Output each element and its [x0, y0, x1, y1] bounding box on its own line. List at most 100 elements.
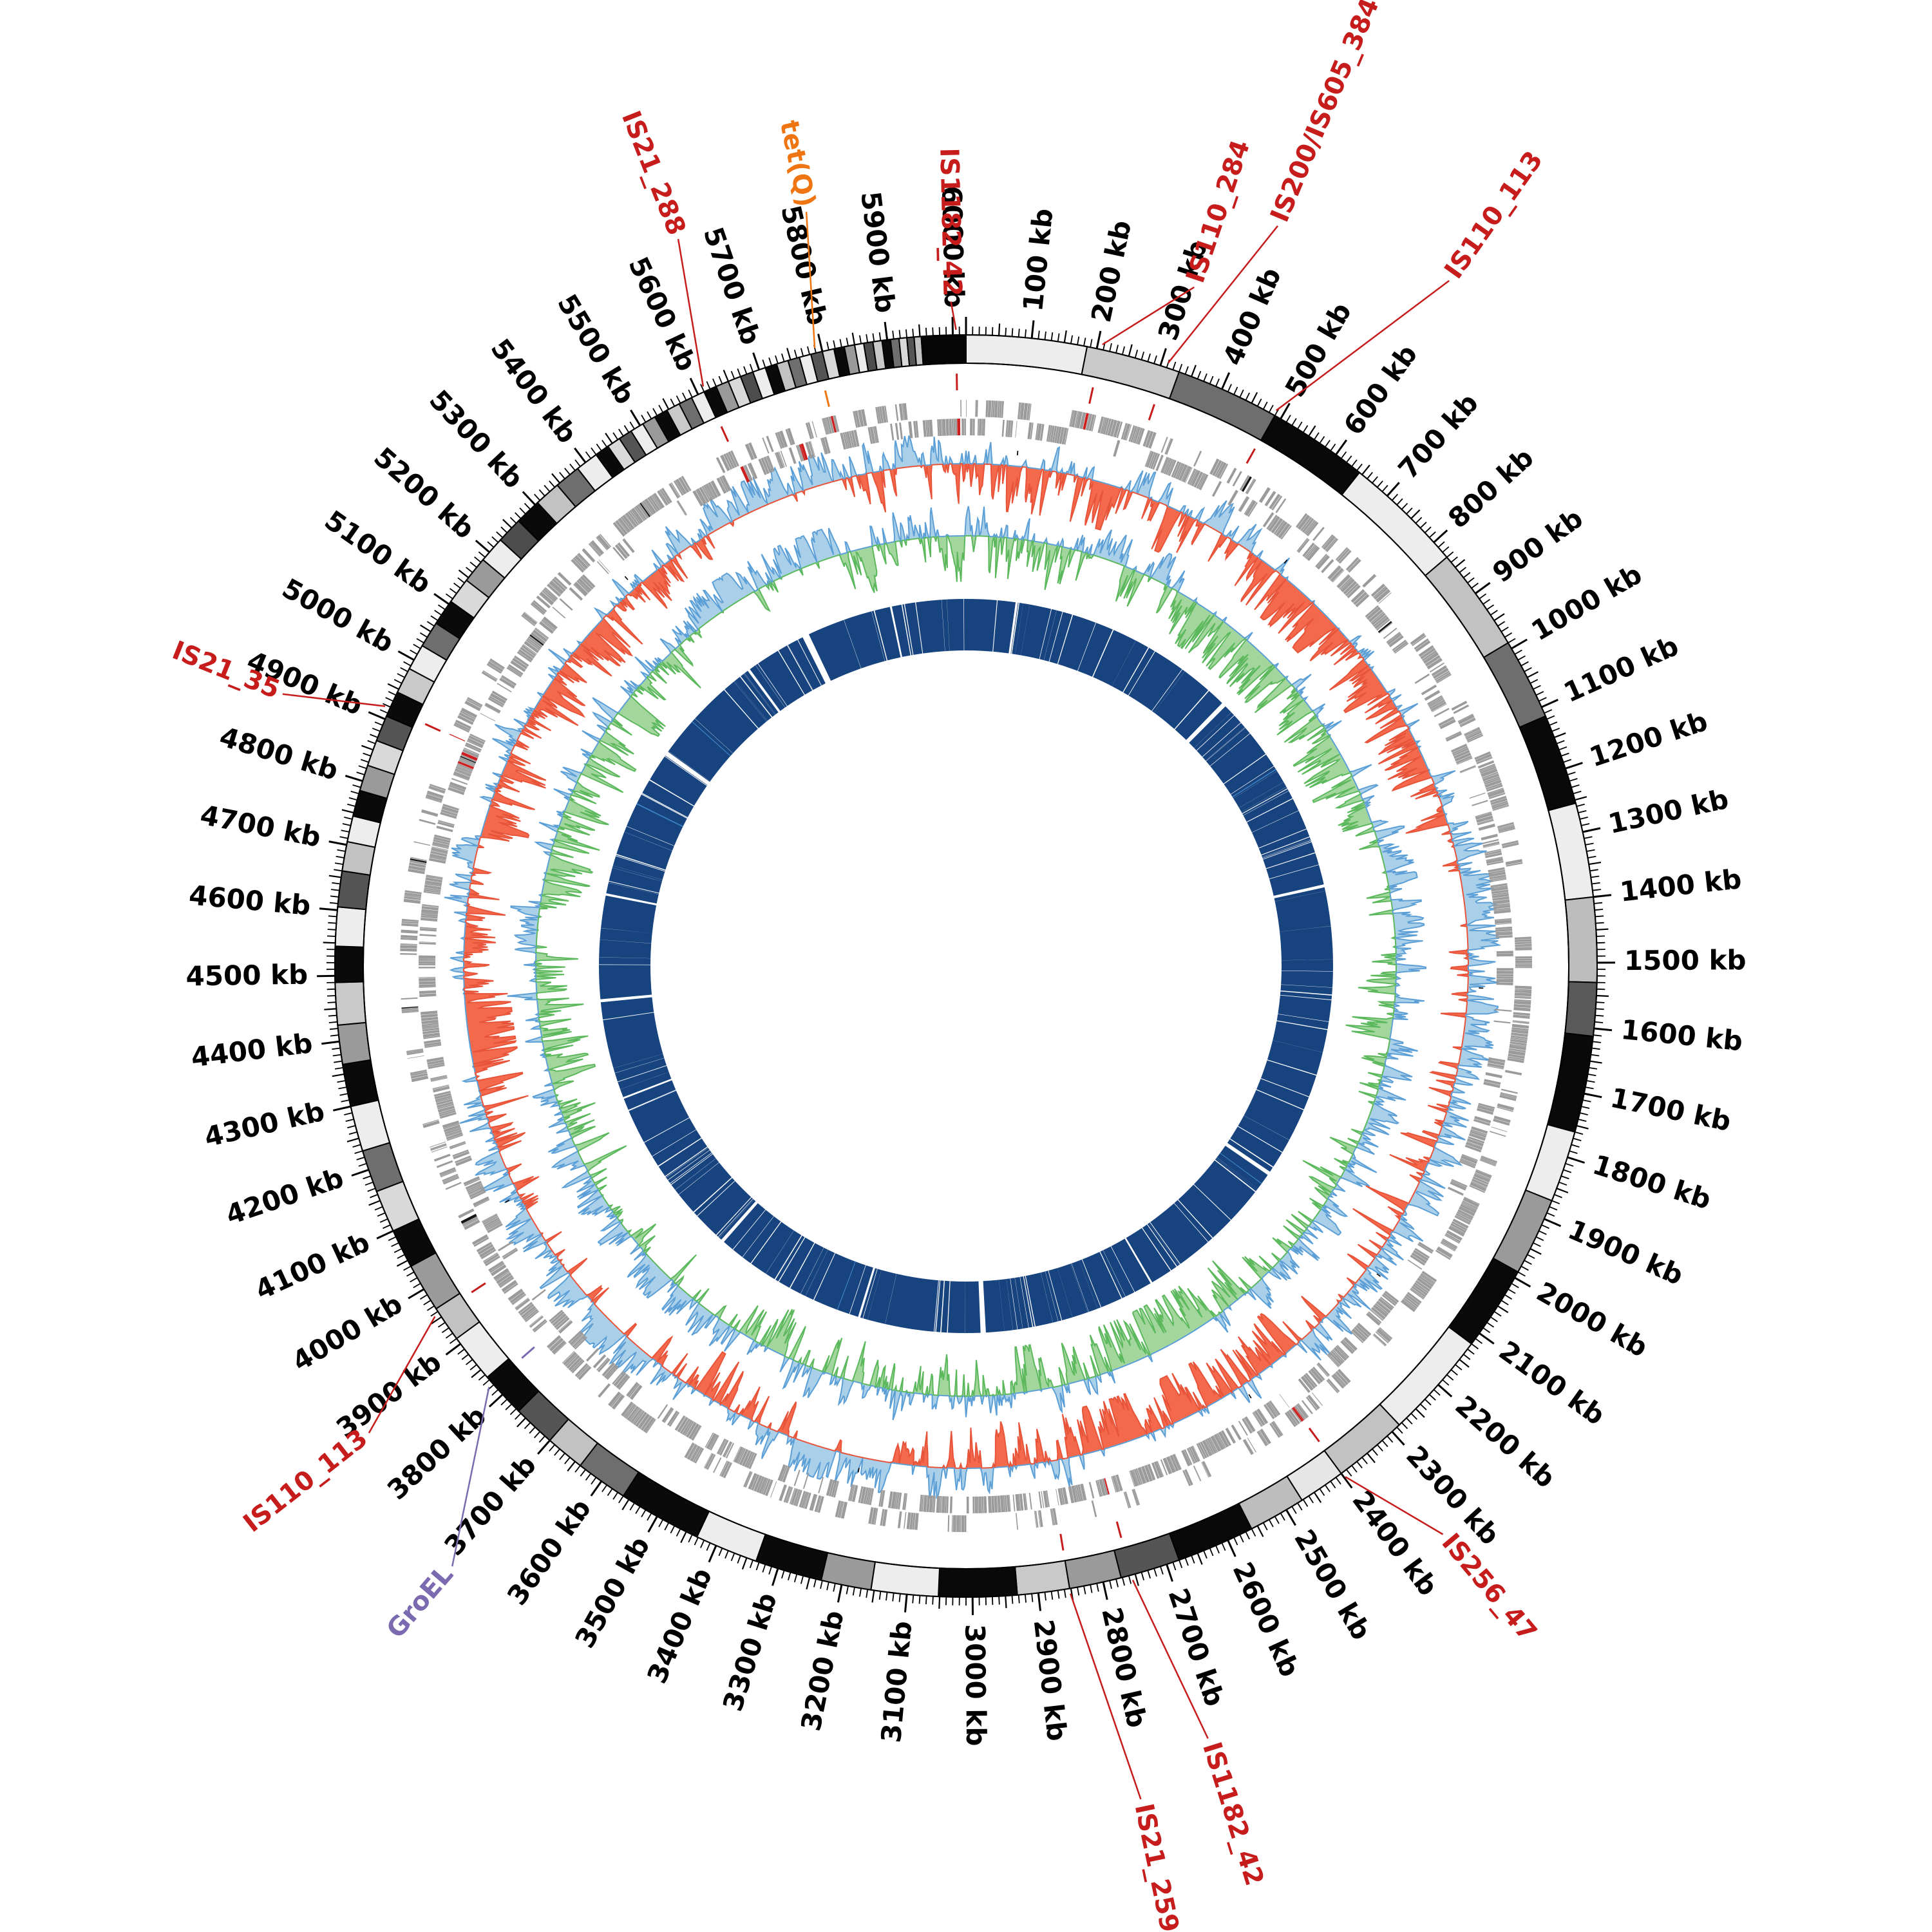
- tick-label: 1200 kb: [1586, 705, 1711, 773]
- annotation-label: IS1182_42: [1197, 1739, 1269, 1889]
- tick-label: 5800 kb: [775, 202, 833, 328]
- tick-label: 2100 kb: [1493, 1334, 1611, 1431]
- contig-segment: [1448, 1257, 1519, 1345]
- annotation-position-mark: [1148, 404, 1155, 421]
- tick-label: 1300 kb: [1605, 783, 1732, 840]
- annotation-label: IS21_35: [168, 636, 284, 705]
- contig-segment: [920, 334, 967, 366]
- scale-ticks: [317, 317, 1616, 1615]
- annotation-leader-line: [950, 301, 957, 330]
- contig-segment: [755, 1533, 829, 1582]
- annotation-leader-line: [1168, 225, 1278, 364]
- contig-segment: [938, 1566, 1018, 1598]
- tick-label: 1400 kb: [1618, 863, 1743, 908]
- tick-label: 4000 kb: [287, 1288, 408, 1378]
- tick-label: 400 kb: [1217, 263, 1287, 370]
- annotation-position-mark: [720, 426, 730, 442]
- tick-label: 5100 kb: [319, 504, 437, 600]
- tick-label: 4700 kb: [198, 799, 323, 853]
- annotation-position-mark: [824, 390, 830, 407]
- cds-track: [400, 400, 1533, 1532]
- tick-label: 5900 kb: [855, 190, 901, 315]
- tick-label: 1000 kb: [1526, 558, 1647, 647]
- gc-content-track: [444, 435, 1502, 1499]
- contig-segment: [334, 906, 367, 948]
- tick-label: 3200 kb: [795, 1608, 849, 1734]
- tick-label: 4200 kb: [222, 1162, 347, 1231]
- contig-segment: [965, 334, 1088, 375]
- contig-segment: [337, 870, 371, 911]
- contig-segment: [820, 1551, 876, 1591]
- tick-label: 3700 kb: [438, 1449, 542, 1562]
- contig-segment: [1564, 981, 1598, 1037]
- tick-label: 2500 kb: [1288, 1524, 1377, 1645]
- tick-label: 4400 kb: [189, 1027, 314, 1073]
- tick-label: 2400 kb: [1346, 1484, 1444, 1601]
- annotation-label: IS200/IS605_384: [1265, 0, 1385, 227]
- contig-segment: [334, 945, 365, 983]
- annotation-position-mark: [521, 1346, 535, 1359]
- gc-skew-track: [507, 506, 1426, 1421]
- tick-label: 5300 kb: [423, 384, 529, 495]
- tick-label: 3300 kb: [717, 1589, 783, 1715]
- tick-label: 800 kb: [1442, 442, 1540, 535]
- annotation-position-mark: [1245, 448, 1256, 464]
- minor-ticks: [326, 327, 1606, 1605]
- annotation-position-mark: [1115, 1521, 1122, 1539]
- tick-label: 4300 kb: [202, 1095, 328, 1153]
- annotation-leader-line: [368, 1316, 436, 1434]
- tick-label: 200 kb: [1085, 218, 1137, 325]
- annotation-position-mark: [1088, 387, 1094, 404]
- annotation-leader-line: [805, 211, 816, 348]
- contig-segment: [1519, 715, 1577, 811]
- tick-label: 5400 kb: [484, 333, 583, 450]
- major-ticks: [317, 317, 1616, 1615]
- tick-label: 5500 kb: [551, 289, 641, 410]
- tick-label: 1900 kb: [1564, 1213, 1688, 1291]
- tick-label: 4100 kb: [251, 1226, 375, 1306]
- contig-segment: [1168, 371, 1276, 442]
- tick-label: 6000 kb: [936, 185, 970, 308]
- annotation-position-mark: [1059, 1533, 1065, 1551]
- tick-label: 1700 kb: [1608, 1082, 1734, 1137]
- tick-label: 4800 kb: [216, 721, 342, 786]
- tick-label: 3400 kb: [641, 1564, 718, 1688]
- tick-label: 4500 kb: [185, 959, 308, 992]
- alignment-ring-track: [596, 596, 1336, 1336]
- tick-label: 5700 kb: [697, 223, 767, 348]
- contig-segment: [1323, 1403, 1401, 1475]
- annotation-label: IS21_259: [1129, 1801, 1185, 1932]
- annotation-leader-line: [1132, 1579, 1209, 1739]
- tick-label: 2000 kb: [1531, 1276, 1653, 1363]
- tick-label: 5200 kb: [368, 441, 480, 545]
- tick-label: 3000 kb: [959, 1624, 992, 1747]
- contig-segment: [1064, 1549, 1122, 1589]
- tick-label: 1100 kb: [1559, 630, 1683, 708]
- feature-annotations: IS1182_42 IS110_284 IS200/IS605_384 IS110_1…: [168, 0, 1549, 1932]
- tick-label: 700 kb: [1392, 387, 1485, 485]
- annotation-position-mark: [424, 723, 441, 732]
- tick-label: 1600 kb: [1620, 1014, 1744, 1057]
- tick-label: 2700 kb: [1162, 1584, 1231, 1710]
- tick-label: 2200 kb: [1449, 1389, 1561, 1493]
- annotation-label: tet(Q): [774, 118, 821, 210]
- contig-segment: [350, 1099, 391, 1152]
- tick-label: 4600 kb: [187, 879, 312, 922]
- tick-label: 3100 kb: [875, 1620, 918, 1744]
- annotation-label: IS110_284: [1180, 137, 1256, 287]
- cds-bars: [400, 400, 1533, 1532]
- annotation-label: GroEL: [381, 1560, 459, 1644]
- annotation-position-mark: [1308, 1427, 1320, 1443]
- tick-label: 1800 kb: [1589, 1148, 1714, 1215]
- contig-segment: [337, 1021, 372, 1065]
- annotation-label: IS21_288: [616, 107, 691, 240]
- tick-label: 2800 kb: [1095, 1605, 1153, 1731]
- contig-segment: [1492, 1189, 1553, 1273]
- tick-label: 1500 kb: [1624, 944, 1747, 976]
- annotation-label: IS256_47: [1436, 1528, 1543, 1647]
- contig-ring: [334, 334, 1598, 1598]
- tick-label: 2600 kb: [1227, 1557, 1306, 1681]
- contig-segment: [1482, 641, 1547, 728]
- annotation-position-mark: [471, 1282, 486, 1294]
